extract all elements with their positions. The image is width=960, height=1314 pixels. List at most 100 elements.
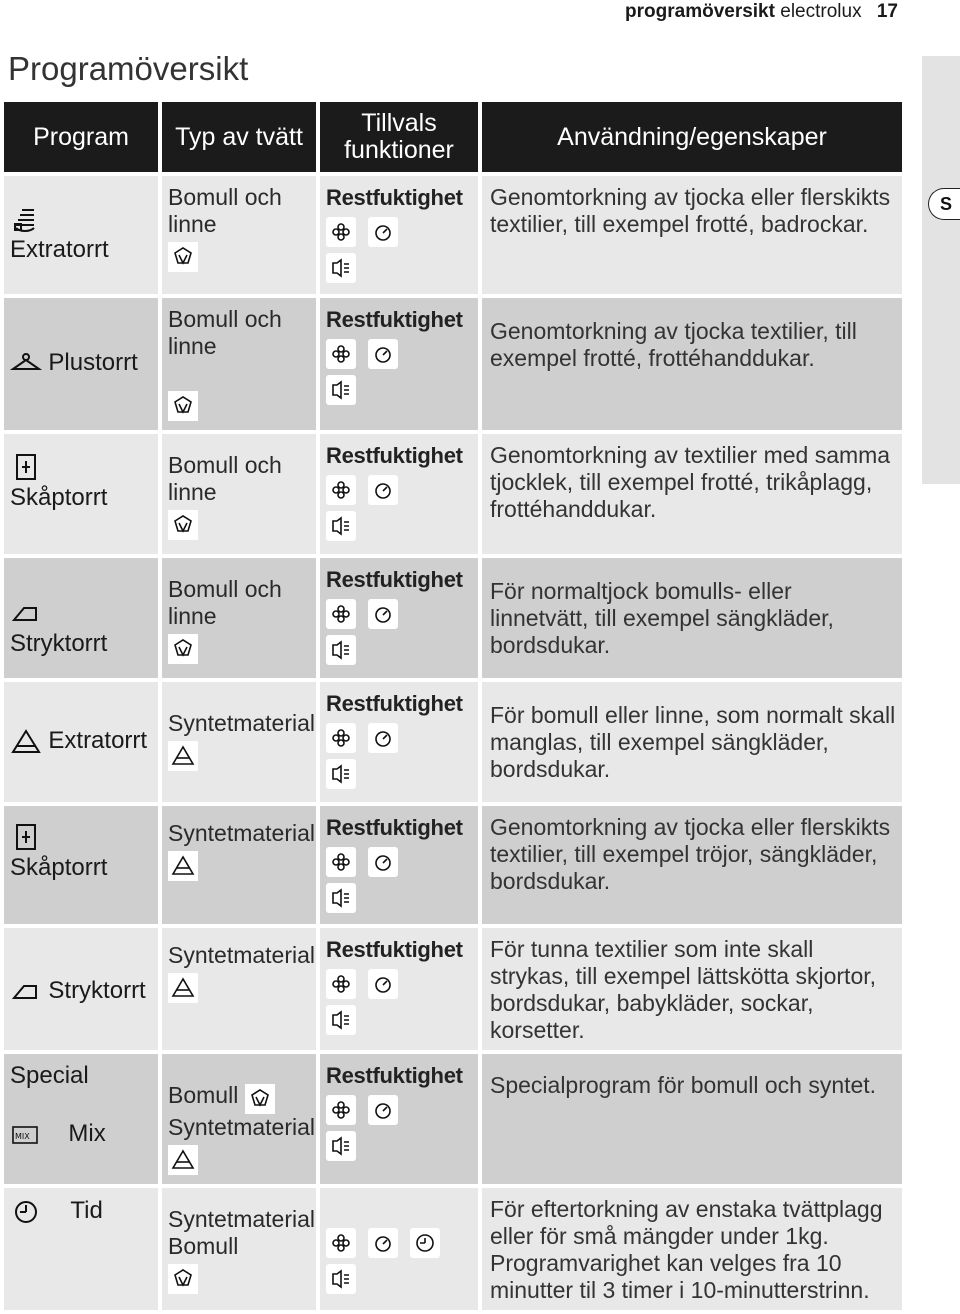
iron-icon	[10, 976, 42, 1008]
function-label: Restfuktighet	[326, 185, 463, 210]
clock-icon	[10, 1196, 42, 1228]
time-icon	[368, 1228, 398, 1258]
wash-type: Bomull och linne	[168, 306, 282, 359]
program-name: Skåptorrt	[10, 484, 108, 511]
table-row: Skåptorrt Syntetmaterial Restfuktighet G…	[4, 804, 902, 928]
time-icon	[368, 599, 398, 629]
wash-type: Syntetmaterial	[168, 710, 316, 736]
delicate-icon	[326, 847, 356, 877]
usage-text: För normaltjock bomulls- eller linnetvät…	[490, 578, 834, 658]
delicate-icon	[326, 475, 356, 505]
usage-cell: För eftertorkning av enstaka tvättplagg …	[480, 1186, 902, 1314]
wash-type-line2: Syntetmaterial	[168, 1114, 316, 1140]
buzzer-icon	[326, 1264, 356, 1294]
delicate-icon	[326, 1228, 356, 1258]
time-icon	[368, 339, 398, 369]
program-name: Extratorrt	[10, 236, 109, 263]
usage-cell: Genomtorkning av tjocka eller flerskikts…	[480, 174, 902, 298]
function-label: Restfuktighet	[326, 567, 463, 592]
table-row: Extratorrt Syntetmaterial Restfuktighet …	[4, 680, 902, 806]
wash-type-cell: Bomull och linne	[160, 432, 320, 558]
wash-type-cell: Syntetmaterial Bomull	[160, 1186, 320, 1314]
wash-type: Syntetmaterial	[168, 942, 316, 968]
functions-cell: Restfuktighet	[318, 804, 482, 928]
iron-icon	[10, 598, 42, 630]
program-cell: Special MIX Mix	[4, 1052, 162, 1188]
wash-type-cell: Syntetmaterial	[160, 804, 320, 928]
usage-text: Genomtorkning av textilier med samma tjo…	[490, 442, 891, 522]
cupboard-icon	[10, 822, 42, 854]
program-cell: Plustorrt	[4, 296, 162, 434]
delicate-icon	[326, 723, 356, 753]
functions-cell: Restfuktighet	[318, 296, 482, 434]
buzzer-icon	[326, 1005, 356, 1035]
usage-text: Specialprogram för bomull och syntet.	[490, 1072, 877, 1098]
language-label: S	[928, 188, 960, 220]
program-table: Program Typ av tvätt Tillvals funktioner…	[4, 102, 902, 1314]
extra-dry-synthetic-icon	[10, 726, 42, 758]
cotton-icon	[244, 1084, 275, 1114]
wash-type-cell: Bomull och linne	[160, 296, 320, 434]
program-cell: Extratorrt	[4, 680, 162, 806]
cotton-icon	[168, 242, 198, 272]
function-label: Restfuktighet	[326, 691, 463, 716]
cotton-icon	[168, 634, 198, 664]
wash-type-cell: Bomull Syntetmaterial	[160, 1052, 320, 1188]
usage-cell: Genomtorkning av textilier med samma tjo…	[480, 432, 902, 558]
time-icon	[368, 969, 398, 999]
wash-type: Bomull och linne	[168, 184, 282, 237]
usage-text: Genomtorkning av tjocka eller flerskikts…	[490, 814, 891, 894]
wash-type-cell: Bomull och linne	[160, 174, 320, 298]
hanger-icon	[9, 348, 43, 380]
header-brand: electrolux	[780, 1, 862, 22]
functions-cell: Restfuktighet	[318, 556, 482, 682]
program-cell: Stryktorrt	[4, 556, 162, 682]
table-header-row: Program Typ av tvätt Tillvals funktioner…	[4, 102, 902, 176]
extra-dry-cotton-icon	[10, 204, 42, 236]
buzzer-icon	[326, 635, 356, 665]
program-name: Tid	[70, 1197, 103, 1225]
functions-cell: Restfuktighet	[318, 174, 482, 298]
time-icon	[368, 217, 398, 247]
usage-text: För bomull eller linne, som normalt skal…	[490, 702, 896, 782]
duration-icon	[410, 1228, 440, 1258]
function-label: Restfuktighet	[326, 937, 463, 962]
table-row: Stryktorrt Syntetmaterial Restfuktighet …	[4, 926, 902, 1054]
delicate-icon	[326, 599, 356, 629]
cotton-icon	[168, 510, 198, 540]
buzzer-icon	[326, 1131, 356, 1161]
table-row: Stryktorrt Bomull och linne Restfuktighe…	[4, 556, 902, 682]
program-cell: Extratorrt	[4, 174, 162, 298]
program-cell: Tid	[4, 1186, 162, 1314]
wash-type-line2: Bomull	[168, 1233, 239, 1259]
table-row: Tid Syntetmaterial Bomull För eftertorkn…	[4, 1186, 902, 1314]
synthetic-icon	[168, 973, 198, 1003]
col-header-program: Program	[4, 102, 162, 176]
usage-cell: För normaltjock bomulls- eller linnetvät…	[480, 556, 902, 682]
cotton-icon	[168, 391, 198, 421]
program-name: Stryktorrt	[48, 977, 146, 1005]
col-header-usage: Användning/egenskaper	[480, 102, 902, 176]
function-label: Restfuktighet	[326, 815, 463, 840]
synthetic-icon	[168, 741, 198, 771]
buzzer-icon	[326, 253, 356, 283]
wash-type-line1: Syntetmaterial	[168, 1206, 316, 1232]
buzzer-icon	[326, 375, 356, 405]
cotton-icon	[168, 1264, 198, 1294]
time-icon	[368, 1095, 398, 1125]
time-icon	[368, 847, 398, 877]
wash-type: Syntetmaterial	[168, 820, 316, 846]
time-icon	[368, 475, 398, 505]
page-title: Programöversikt	[8, 50, 249, 87]
functions-cell: Restfuktighet	[318, 1052, 482, 1188]
language-side-tab: S	[922, 56, 960, 484]
delicate-icon	[326, 339, 356, 369]
usage-cell: För bomull eller linne, som normalt skal…	[480, 680, 902, 806]
buzzer-icon	[326, 759, 356, 789]
usage-cell: För tunna textilier som inte skall stryk…	[480, 926, 902, 1054]
delicate-icon	[326, 1095, 356, 1125]
delicate-icon	[326, 969, 356, 999]
program-name-line1: Special	[10, 1062, 89, 1089]
program-name: Stryktorrt	[10, 630, 108, 657]
cupboard-icon	[10, 452, 42, 484]
